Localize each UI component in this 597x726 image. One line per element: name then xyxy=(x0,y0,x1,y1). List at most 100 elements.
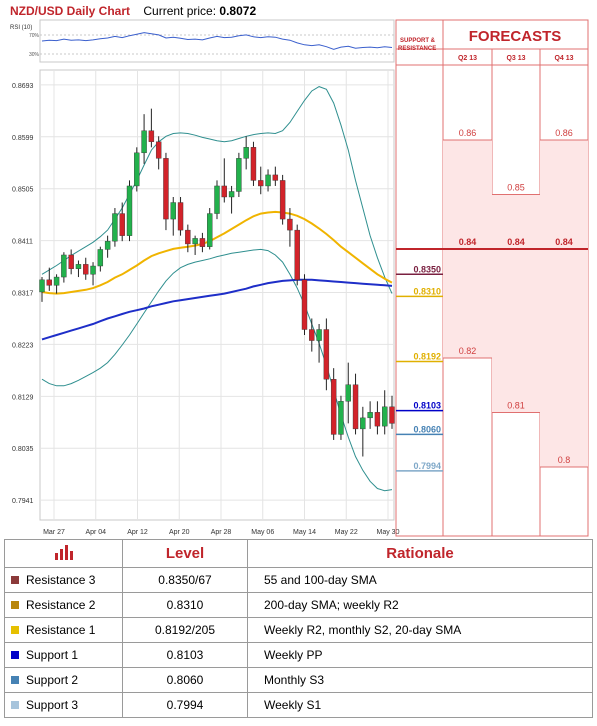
level-header: Level xyxy=(122,539,248,568)
candle-body xyxy=(250,147,257,181)
level-value: 0.8350/67 xyxy=(122,567,248,593)
forecasts-title: FORECASTS xyxy=(469,28,562,45)
candle-body xyxy=(374,412,381,427)
level-rationale: Monthly S3 xyxy=(247,667,593,693)
level-name-cell: Support 1 xyxy=(4,642,123,668)
sr-level-label: 0.8192 xyxy=(413,352,441,362)
x-tick-label: May 06 xyxy=(251,529,274,536)
level-name-cell: Resistance 3 xyxy=(4,567,123,593)
candle-body xyxy=(207,213,213,247)
candle-body xyxy=(258,180,264,187)
forecast-column-header: Q3 13 xyxy=(506,55,525,62)
candle-body xyxy=(75,264,82,269)
candle-body xyxy=(126,185,133,236)
level-value: 0.7994 xyxy=(122,692,248,718)
candle-body xyxy=(360,417,366,430)
candle-body xyxy=(134,152,140,187)
level-rationale: Weekly S1 xyxy=(247,692,593,718)
candle-body xyxy=(243,147,249,159)
y-tick-label: 0.7941 xyxy=(12,498,34,505)
candle-body xyxy=(163,158,169,220)
level-name-cell: Support 3 xyxy=(4,692,123,718)
levels-table-row: Resistance 3 0.8350/67 55 and 100-day SMA xyxy=(4,567,593,593)
candle-body xyxy=(330,379,337,435)
candle-body xyxy=(83,264,89,275)
forecast-range-band xyxy=(492,194,540,413)
forecast-column-header: Q4 13 xyxy=(554,55,573,62)
level-name-cell: Resistance 2 xyxy=(4,592,123,618)
candle-body xyxy=(68,254,74,269)
sma-blue-line xyxy=(41,278,393,341)
sr-label-line2: RESISTANCE xyxy=(398,46,436,52)
chart-title-bar: NZD/USD Daily Chart Current price: 0.807… xyxy=(10,4,256,18)
level-value: 0.8310 xyxy=(122,592,248,618)
candle-body xyxy=(352,384,359,430)
sr-label-line1: SUPPORT & xyxy=(400,38,436,44)
level-name: Support 3 xyxy=(26,698,79,712)
candle-body xyxy=(236,158,242,192)
x-tick-label: Apr 20 xyxy=(169,529,190,536)
candle-body xyxy=(367,412,373,419)
y-tick-label: 0.8317 xyxy=(12,291,34,298)
candle-body xyxy=(119,213,125,236)
x-tick-label: Apr 12 xyxy=(127,529,148,536)
candle-body xyxy=(155,141,162,159)
candle-body xyxy=(177,202,184,231)
candle-body xyxy=(323,329,330,380)
forecast-value-label: 0.82 xyxy=(459,346,477,356)
forecast-value-label: 0.86 xyxy=(459,128,477,138)
candle-body xyxy=(46,279,52,286)
levels-table-row: Support 1 0.8103 Weekly PP xyxy=(4,642,593,668)
candle-body xyxy=(309,329,315,341)
forecast-value-label: 0.85 xyxy=(507,183,525,193)
forecast-range-band xyxy=(540,140,588,467)
level-name: Resistance 1 xyxy=(26,623,96,637)
candle-body xyxy=(97,249,104,267)
forecast-value-label: 0.84 xyxy=(459,237,477,247)
level-name: Support 1 xyxy=(26,648,79,662)
color-swatch-icon xyxy=(11,576,19,584)
forecast-value-label: 0.8 xyxy=(558,455,571,465)
candle-body xyxy=(287,218,293,231)
candle-body xyxy=(265,174,271,187)
x-tick-label: Mar 27 xyxy=(43,529,65,536)
rsi-panel-border xyxy=(39,19,395,63)
chart-title: NZD/USD Daily Chart xyxy=(10,4,131,18)
level-name-cell: Support 2 xyxy=(4,667,123,693)
y-tick-label: 0.8223 xyxy=(12,342,34,349)
level-value: 0.8103 xyxy=(122,642,248,668)
y-tick-label: 0.8505 xyxy=(12,187,34,194)
candle-body xyxy=(53,276,60,286)
candle-body xyxy=(316,329,322,341)
x-tick-label: Apr 28 xyxy=(211,529,232,536)
candle-body xyxy=(141,130,147,154)
candle-body xyxy=(39,279,45,293)
forecast-value-label: 0.84 xyxy=(507,237,525,247)
y-tick-label: 0.8035 xyxy=(12,446,34,453)
color-swatch-icon xyxy=(11,601,19,609)
candle-body xyxy=(389,406,395,424)
color-swatch-icon xyxy=(11,701,19,709)
x-tick-label: May 14 xyxy=(293,529,316,536)
forecast-column-header: Q2 13 xyxy=(458,55,477,62)
sr-level-label: 0.8350 xyxy=(413,264,441,274)
level-value: 0.8192/205 xyxy=(122,617,248,643)
forecast-value-label: 0.81 xyxy=(507,401,525,411)
candle-body xyxy=(199,238,206,247)
levels-table-row: Resistance 1 0.8192/205 Weekly R2, monthly… xyxy=(4,617,593,643)
level-name: Resistance 3 xyxy=(26,573,96,587)
candle-body xyxy=(338,401,344,435)
level-name-cell: Resistance 1 xyxy=(4,617,123,643)
current-price-label: Current price: xyxy=(143,4,217,18)
bollinger-upper-line xyxy=(41,86,393,294)
levels-table: Level Rationale Resistance 3 0.8350/67 55 … xyxy=(4,539,593,718)
candle-body xyxy=(214,185,220,214)
color-swatch-icon xyxy=(11,626,19,634)
level-rationale: 55 and 100-day SMA xyxy=(247,567,593,593)
rsi-label: RSI (10) xyxy=(10,25,32,31)
candle-body xyxy=(185,229,191,245)
color-swatch-icon xyxy=(11,676,19,684)
levels-table-header: Level Rationale xyxy=(4,539,593,568)
sr-level-label: 0.8310 xyxy=(413,286,441,296)
levels-table-row: Support 3 0.7994 Weekly S1 xyxy=(4,692,593,718)
